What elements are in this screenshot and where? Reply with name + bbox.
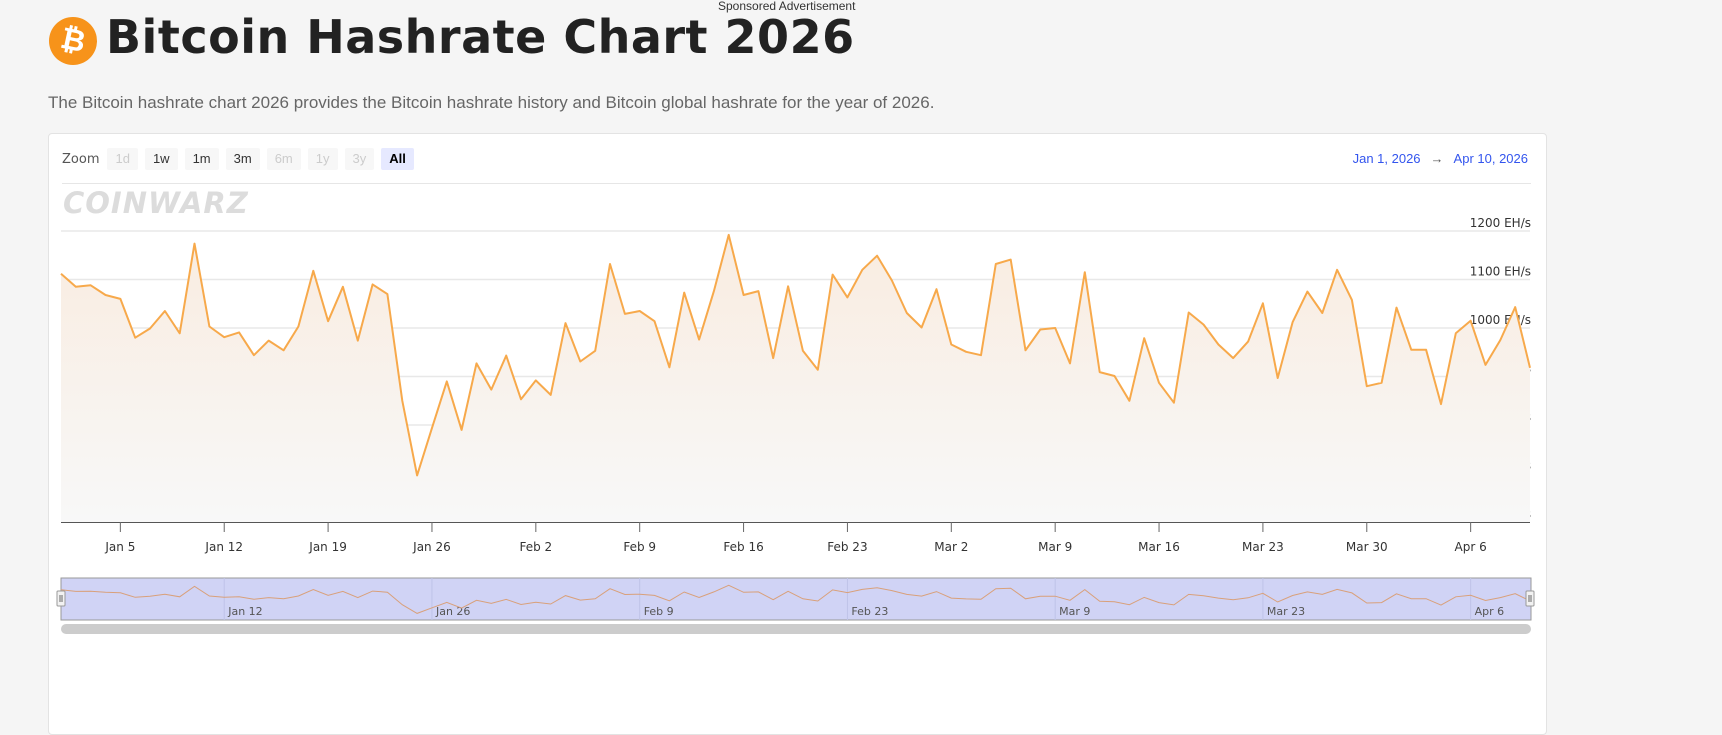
hashrate-chart: 600 EH/s700 EH/s800 EH/s900 EH/s1000 EH/…	[0, 0, 1722, 701]
x-tick-label: Jan 5	[104, 540, 135, 554]
navigator-tick-label: Feb 23	[851, 605, 888, 618]
navigator-handle-left[interactable]	[57, 591, 65, 606]
x-tick-label: Jan 12	[204, 540, 243, 554]
navigator-tick-label: Mar 9	[1059, 605, 1090, 618]
x-tick-label: Feb 16	[723, 540, 763, 554]
x-tick-label: Jan 26	[412, 540, 451, 554]
navigator-tick-label: Apr 6	[1475, 605, 1505, 618]
x-tick-label: Mar 9	[1038, 540, 1072, 554]
x-tick-label: Feb 23	[827, 540, 867, 554]
x-tick-label: Jan 19	[308, 540, 347, 554]
x-tick-label: Apr 6	[1455, 540, 1487, 554]
x-tick-label: Mar 16	[1138, 540, 1180, 554]
navigator-handle-right[interactable]	[1526, 591, 1534, 606]
navigator-tick-label: Jan 12	[227, 605, 262, 618]
y-tick-label: 1200 EH/s	[1470, 216, 1531, 230]
x-tick-label: Mar 23	[1242, 540, 1284, 554]
y-tick-label: 1000 EH/s	[1470, 313, 1531, 327]
hashrate-area	[61, 235, 1530, 522]
navigator-tick-label: Mar 23	[1267, 605, 1305, 618]
navigator-scrollbar[interactable]	[61, 624, 1531, 634]
x-tick-label: Feb 9	[623, 540, 656, 554]
y-tick-label: 1100 EH/s	[1470, 265, 1531, 279]
x-tick-label: Feb 2	[519, 540, 552, 554]
x-tick-label: Mar 30	[1346, 540, 1388, 554]
navigator-tick-label: Feb 9	[644, 605, 674, 618]
x-tick-label: Mar 2	[934, 540, 968, 554]
navigator-tick-label: Jan 26	[435, 605, 470, 618]
